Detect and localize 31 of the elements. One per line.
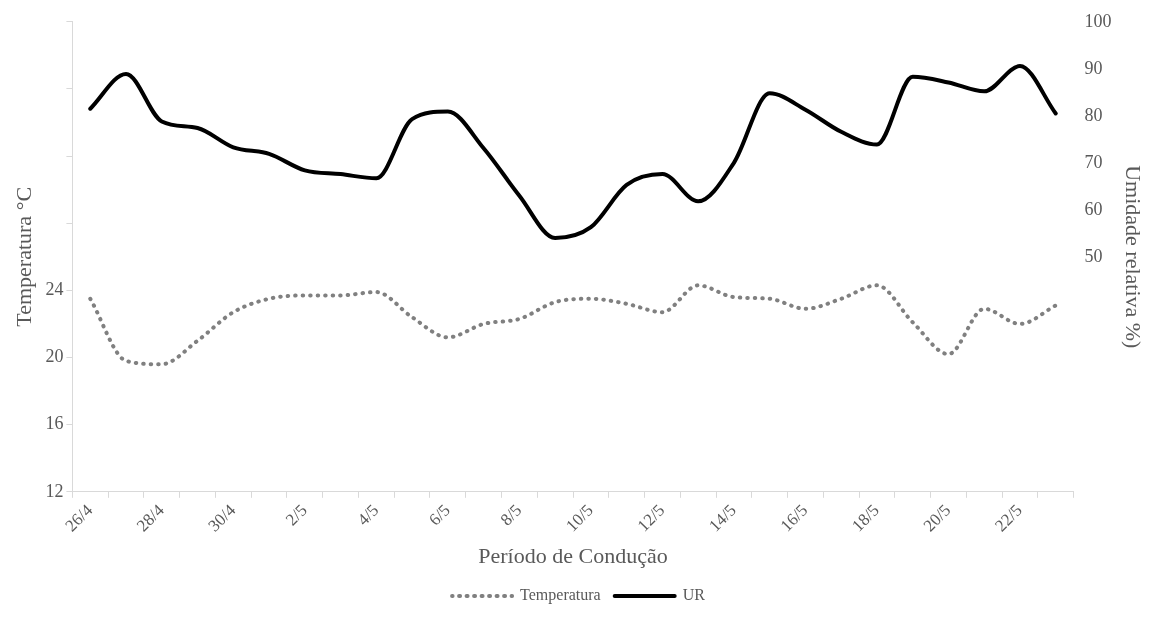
x-tick-label: 2/5 (282, 500, 311, 530)
line-series (88, 283, 1058, 367)
x-tick-label: 28/4 (132, 500, 169, 536)
x-tick-label: 26/4 (61, 500, 97, 536)
y-tick-label: 20 (45, 346, 64, 367)
y2-tick-label: 70 (1084, 151, 1103, 172)
x-tick-label: 10/5 (562, 500, 597, 536)
y2-tick-label: 60 (1084, 198, 1103, 219)
x-tick-label: 12/5 (633, 500, 669, 536)
x-tick-label: 20/5 (919, 500, 955, 536)
x-tick-label: 18/5 (848, 500, 883, 536)
legend-label: Temperatura (520, 586, 601, 605)
x-tick-label: 4/5 (353, 500, 383, 530)
y2-tick-label: 90 (1084, 57, 1103, 78)
x-tick-label: 16/5 (776, 500, 812, 536)
legend-label: UR (682, 586, 706, 604)
y-tick-label: 12 (45, 480, 64, 501)
x-tick-label: 14/5 (705, 500, 740, 536)
x-tick-label: 30/4 (204, 500, 240, 536)
y2-axis-title: Umidade relativa %) (1121, 165, 1147, 349)
x-axis-title: Período de Condução (478, 542, 668, 568)
y-tick-label: 24 (45, 279, 64, 300)
x-tick-label: 22/5 (991, 500, 1026, 536)
x-tick-label: 8/5 (496, 500, 526, 530)
x-tick-label: 6/5 (425, 500, 454, 530)
y2-tick-label: 50 (1084, 245, 1103, 266)
y-tick-label: 16 (45, 413, 64, 434)
y2-tick-label: 100 (1084, 10, 1112, 31)
line-series (88, 63, 1058, 240)
y2-tick-label: 80 (1084, 104, 1103, 125)
y-axis-title: Temperatura °C (10, 186, 36, 327)
